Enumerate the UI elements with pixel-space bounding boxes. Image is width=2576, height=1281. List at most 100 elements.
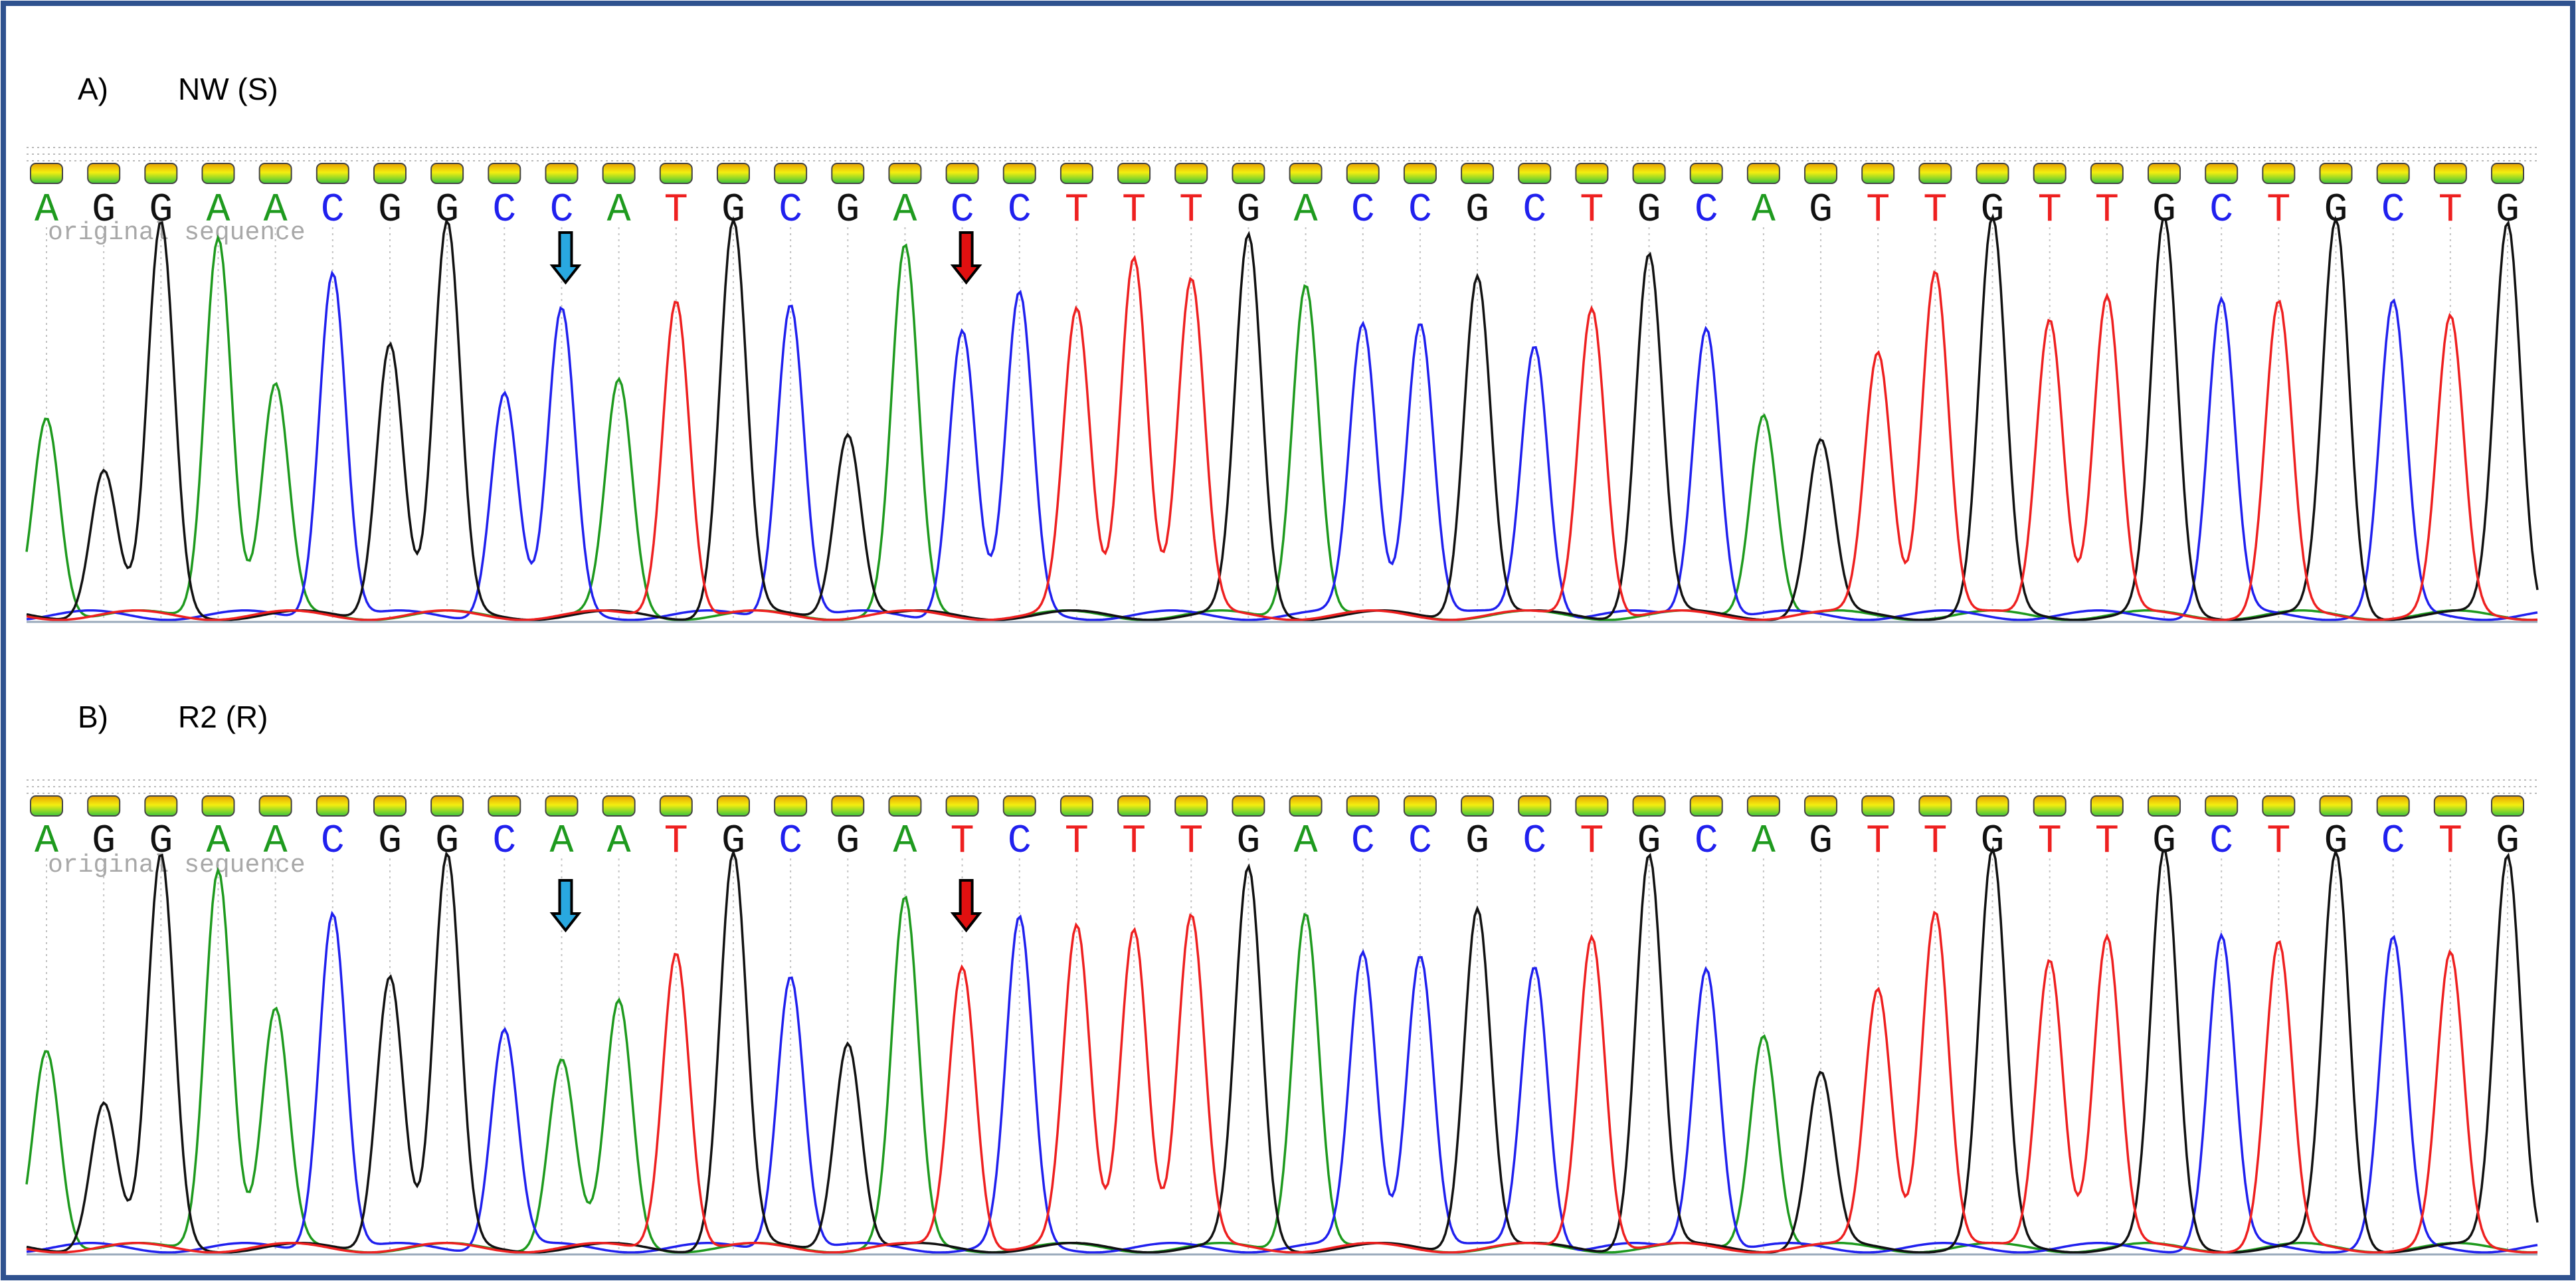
- base-call: C: [2209, 819, 2233, 864]
- quality-box: [1689, 795, 1723, 817]
- quality-box: [1918, 795, 1952, 817]
- quality-box: [1232, 163, 1265, 184]
- base-call: G: [1981, 819, 2005, 864]
- base-call: T: [2095, 819, 2119, 864]
- sample-name: NW (S): [178, 72, 278, 106]
- base-call: A: [607, 188, 631, 233]
- quality-box: [2376, 163, 2410, 184]
- quality-box: [2205, 795, 2239, 817]
- quality-box: [2491, 163, 2524, 184]
- base-call: G: [92, 188, 116, 233]
- quality-box: [1403, 163, 1437, 184]
- base-call: G: [92, 819, 116, 864]
- base-call: G: [1809, 819, 1833, 864]
- trace: [26, 270, 2538, 621]
- base-call: G: [2152, 188, 2176, 233]
- quality-box: [774, 163, 808, 184]
- base-call: A: [1294, 188, 1318, 233]
- quality-box: [488, 795, 521, 817]
- base-call: G: [1809, 188, 1833, 233]
- quality-box: [488, 163, 521, 184]
- base-call: A: [893, 188, 917, 233]
- quality-box: [1918, 163, 1952, 184]
- base-call: G: [1465, 188, 1489, 233]
- quality-box: [1689, 163, 1723, 184]
- base-call: G: [2152, 819, 2176, 864]
- base-call: T: [1580, 819, 1604, 864]
- base-call: C: [1522, 188, 1546, 233]
- base-call: C: [1408, 188, 1432, 233]
- quality-box: [602, 795, 636, 817]
- quality-box: [1746, 795, 1780, 817]
- quality-box: [1461, 795, 1495, 817]
- sequence-label: original sequence: [48, 851, 306, 880]
- base-call: A: [35, 188, 58, 233]
- base-call: G: [721, 188, 745, 233]
- base-call: C: [2209, 188, 2233, 233]
- base-call: T: [1122, 819, 1146, 864]
- quality-box: [373, 795, 407, 817]
- quality-box: [545, 163, 579, 184]
- quality-box: [1632, 163, 1666, 184]
- quality-box: [1804, 163, 1838, 184]
- base-call: C: [951, 188, 974, 233]
- quality-box: [144, 795, 178, 817]
- quality-box: [373, 163, 407, 184]
- base-call: C: [2381, 819, 2405, 864]
- quality-box: [945, 163, 979, 184]
- quality-box: [1403, 795, 1437, 817]
- quality-box: [144, 163, 178, 184]
- base-call: G: [836, 819, 860, 864]
- base-call: C: [779, 819, 802, 864]
- arrow: [950, 879, 982, 933]
- base-call: C: [1695, 188, 1718, 233]
- trace: [26, 845, 2539, 1254]
- trace: [26, 213, 2539, 621]
- base-call: T: [951, 819, 974, 864]
- panel-label: B): [78, 700, 108, 734]
- quality-box: [831, 795, 865, 817]
- quality-box: [201, 163, 235, 184]
- base-call: G: [1981, 188, 2005, 233]
- base-call: A: [607, 819, 631, 864]
- quality-box: [1174, 795, 1208, 817]
- base-call: G: [435, 819, 459, 864]
- quality-box: [1461, 163, 1495, 184]
- base-call: A: [1752, 188, 1776, 233]
- arrow: [549, 231, 582, 285]
- quality-box: [430, 163, 464, 184]
- base-call: T: [2438, 819, 2462, 864]
- quality-box: [1232, 795, 1265, 817]
- quality-box: [2491, 795, 2524, 817]
- base-call: A: [1752, 819, 1776, 864]
- base-call: T: [664, 188, 688, 233]
- base-call: G: [149, 188, 173, 233]
- quality-box: [2205, 163, 2239, 184]
- quality-box: [30, 795, 63, 817]
- base-call: T: [1065, 819, 1089, 864]
- quality-box: [2090, 795, 2124, 817]
- base-call: G: [2324, 188, 2348, 233]
- base-call: T: [2266, 188, 2290, 233]
- quality-box: [888, 795, 922, 817]
- quality-box: [1117, 795, 1151, 817]
- trace: [26, 254, 2538, 621]
- base-call: G: [721, 819, 745, 864]
- quality-box: [316, 163, 349, 184]
- base-call: C: [549, 188, 573, 233]
- quality-box: [716, 795, 750, 817]
- quality-box: [2262, 163, 2296, 184]
- quality-box: [1059, 795, 1093, 817]
- base-call: C: [1351, 188, 1375, 233]
- base-call: G: [836, 188, 860, 233]
- quality-box: [1575, 795, 1609, 817]
- quality-box: [2262, 795, 2296, 817]
- quality-box: [1518, 163, 1552, 184]
- base-call: G: [1465, 819, 1489, 864]
- quality-box: [659, 163, 693, 184]
- base-call: T: [2438, 188, 2462, 233]
- quality-box: [201, 795, 235, 817]
- quality-box: [2433, 795, 2467, 817]
